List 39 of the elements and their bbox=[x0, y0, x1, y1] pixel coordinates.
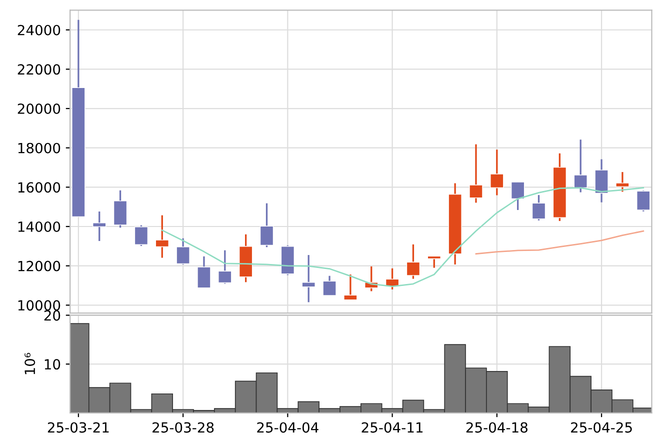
line-series bbox=[475, 230, 644, 255]
y-tick-label: 22000 bbox=[18, 64, 60, 75]
y-tick-label: 14000 bbox=[18, 221, 60, 232]
candlestick bbox=[176, 237, 190, 266]
candlestick bbox=[469, 143, 483, 204]
x-tick-label: 25-04-11 bbox=[362, 422, 423, 433]
candlestick bbox=[113, 189, 128, 229]
x-tick-label: 25-04-18 bbox=[466, 422, 528, 433]
candlestick bbox=[574, 138, 588, 194]
y-axis-title: 10⁶ bbox=[24, 352, 36, 374]
candlestick bbox=[511, 181, 525, 211]
candlestick bbox=[134, 224, 148, 247]
y-tick-label: 10000 bbox=[18, 300, 60, 311]
x-tick-label: 25-04-04 bbox=[257, 422, 318, 433]
candlestick bbox=[260, 202, 274, 248]
candlestick bbox=[344, 274, 358, 301]
candlestick bbox=[406, 244, 420, 280]
y-tick-label: 16000 bbox=[18, 182, 60, 193]
y-tick-label: 18000 bbox=[18, 142, 60, 154]
candlestick bbox=[302, 254, 316, 304]
x-tick-label: 25-03-28 bbox=[152, 422, 214, 433]
x-tick-label: 25-04-25 bbox=[571, 422, 632, 433]
candlestick bbox=[427, 255, 441, 269]
candlestick bbox=[594, 158, 608, 204]
candlestick bbox=[636, 189, 650, 212]
candlestick bbox=[532, 194, 546, 222]
y-tick-label: 12000 bbox=[18, 260, 60, 272]
candlestick bbox=[92, 210, 106, 242]
x-tick-label: 25-03-21 bbox=[48, 422, 109, 433]
y-tick-label: 24000 bbox=[18, 24, 60, 36]
candlestick bbox=[490, 148, 504, 196]
y-tick-label: 20000 bbox=[18, 103, 60, 114]
y-tick-label: 10 bbox=[44, 359, 60, 370]
candlestick bbox=[322, 275, 336, 296]
candlestick bbox=[197, 256, 211, 289]
candlestick bbox=[616, 171, 630, 193]
candlestick bbox=[155, 214, 169, 259]
candlestick bbox=[218, 249, 232, 285]
y-tick-label: 20 bbox=[44, 310, 60, 321]
